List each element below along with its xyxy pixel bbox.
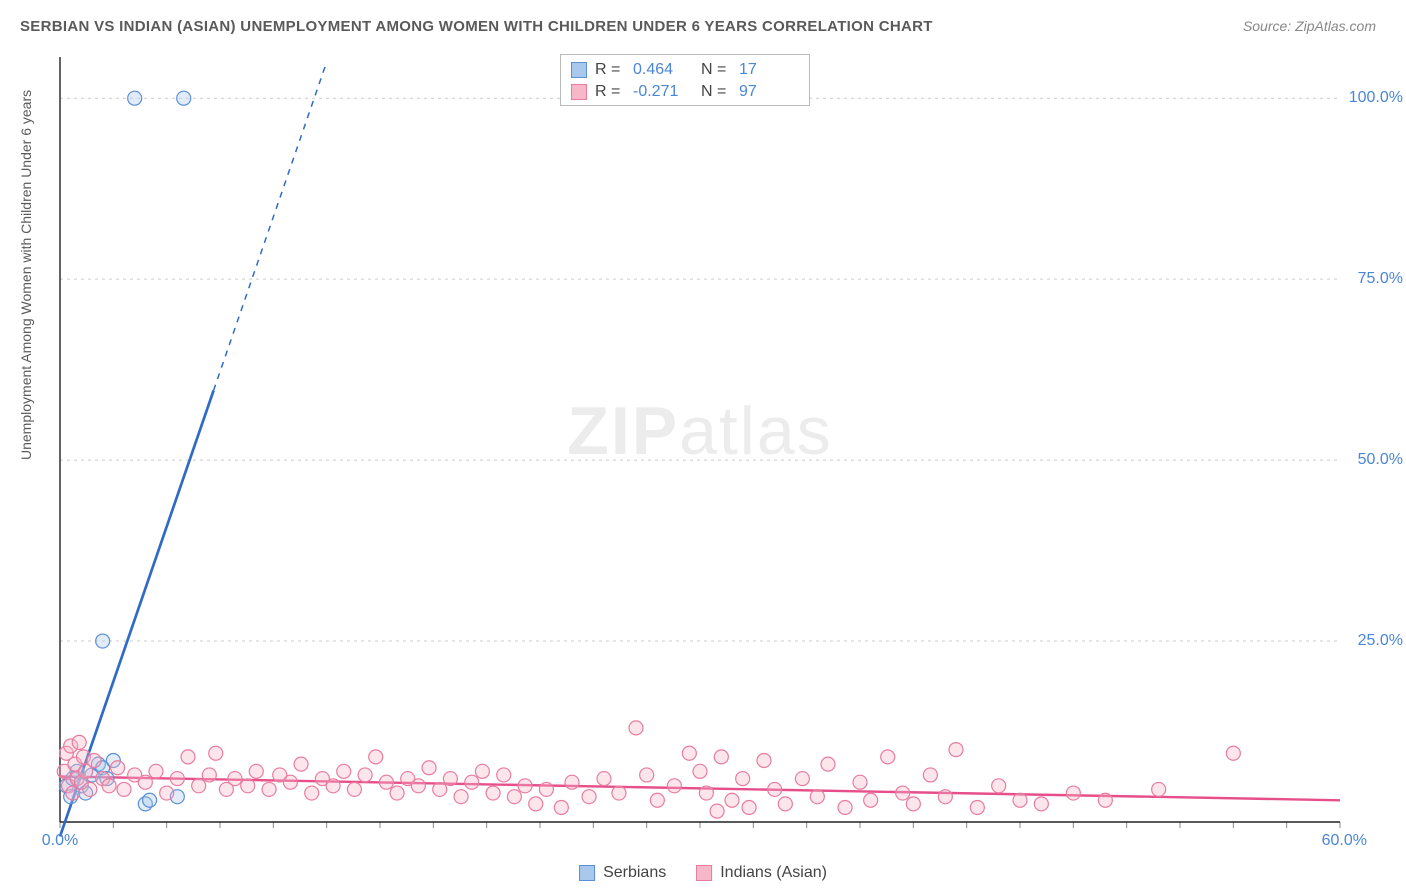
stats-legend-box: R = 0.464 N = 17 R = -0.271 N = 97 <box>560 54 810 106</box>
x-tick-label-min: 0.0% <box>42 832 78 850</box>
x-tick-label-max: 60.0% <box>1322 832 1367 850</box>
r-label: R = <box>595 81 625 103</box>
chart-area: ZIPatlas 0.0% 60.0% 25.0%50.0%75.0%100.0… <box>55 52 1345 842</box>
r-label: R = <box>595 59 625 81</box>
bottom-legend: Serbians Indians (Asian) <box>579 864 827 882</box>
stats-row-serbians: R = 0.464 N = 17 <box>571 59 799 81</box>
legend-label-serbians: Serbians <box>603 864 666 882</box>
y-tick-label: 50.0% <box>1358 451 1403 469</box>
stats-row-indians: R = -0.271 N = 97 <box>571 81 799 103</box>
r-value-serbians: 0.464 <box>633 59 693 81</box>
n-label: N = <box>701 59 731 81</box>
swatch-indians <box>696 865 712 881</box>
legend-item-serbians: Serbians <box>579 864 666 882</box>
y-axis-label: Unemployment Among Women with Children U… <box>18 90 34 460</box>
legend-item-indians: Indians (Asian) <box>696 864 827 882</box>
scatter-plot-svg <box>55 52 1345 842</box>
y-tick-label: 25.0% <box>1358 632 1403 650</box>
chart-title: SERBIAN VS INDIAN (ASIAN) UNEMPLOYMENT A… <box>20 18 933 35</box>
n-label: N = <box>701 81 731 103</box>
n-value-indians: 97 <box>739 81 799 103</box>
y-tick-label: 75.0% <box>1358 270 1403 288</box>
legend-label-indians: Indians (Asian) <box>720 864 827 882</box>
y-tick-label: 100.0% <box>1349 89 1403 107</box>
n-value-serbians: 17 <box>739 59 799 81</box>
swatch-indians <box>571 84 587 100</box>
swatch-serbians <box>571 62 587 78</box>
r-value-indians: -0.271 <box>633 81 693 103</box>
source-attribution: Source: ZipAtlas.com <box>1243 18 1376 34</box>
swatch-serbians <box>579 865 595 881</box>
